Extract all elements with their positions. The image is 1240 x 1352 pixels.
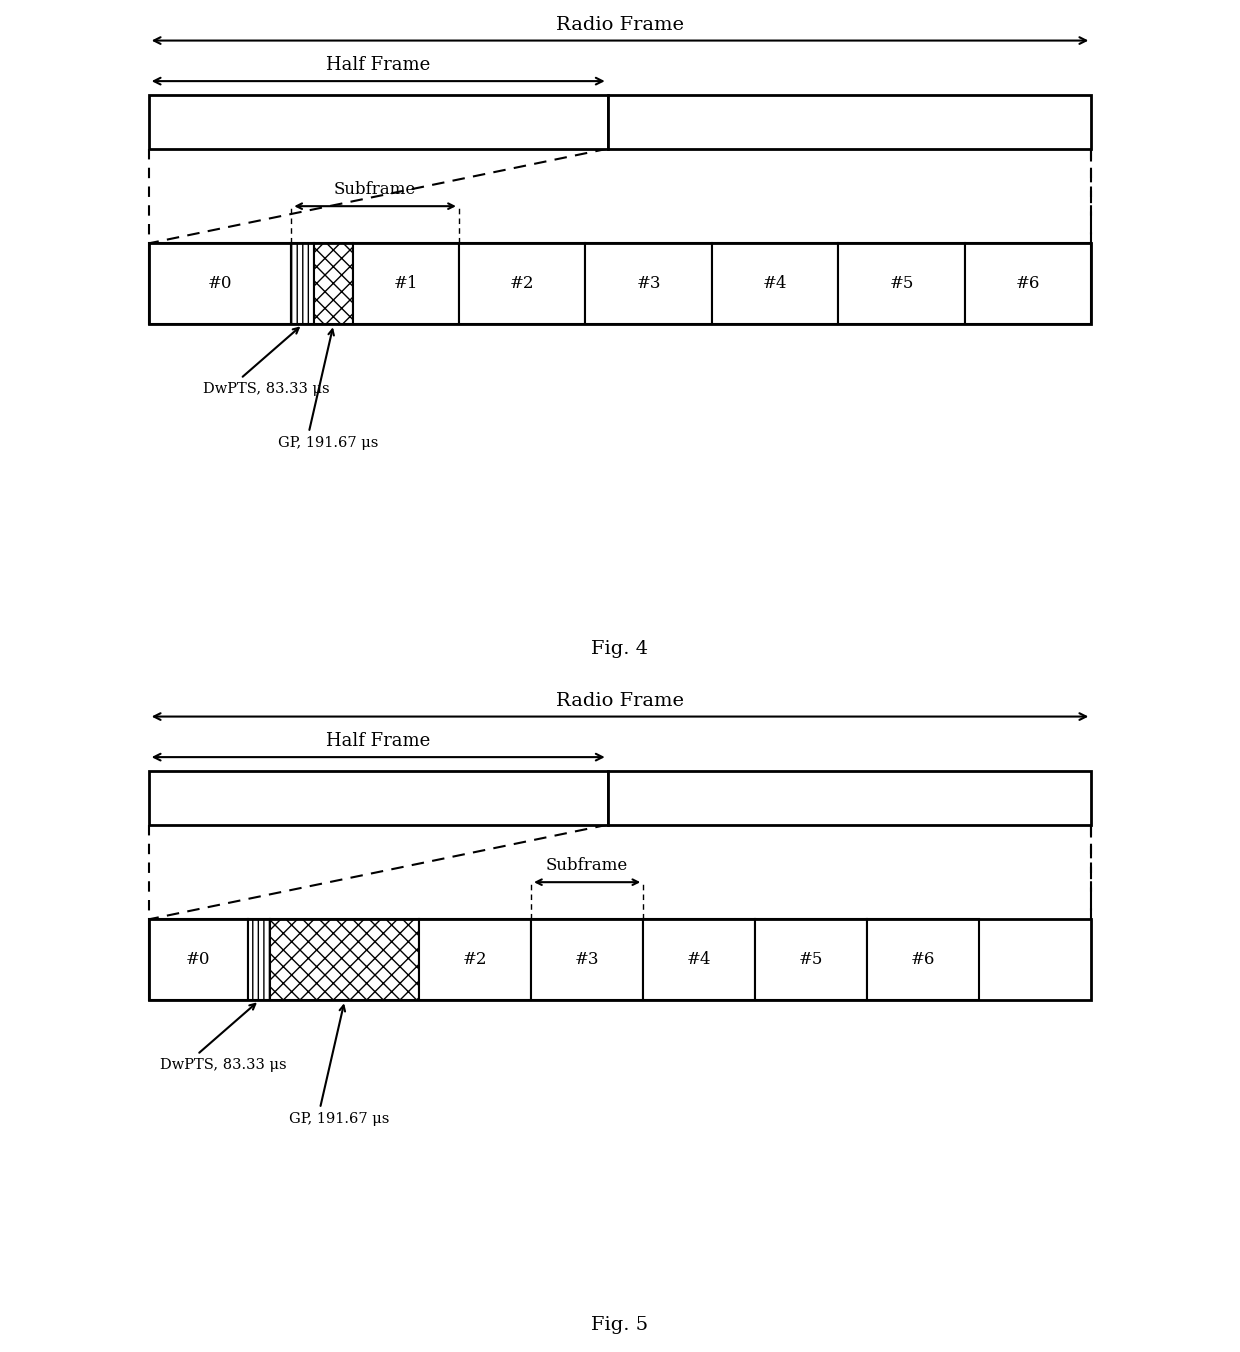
Bar bbox=[149, 919, 1091, 1000]
Text: Half Frame: Half Frame bbox=[326, 57, 430, 74]
Text: #6: #6 bbox=[1016, 276, 1040, 292]
Text: #0: #0 bbox=[208, 276, 232, 292]
Text: Fig. 5: Fig. 5 bbox=[591, 1315, 649, 1334]
Text: #4: #4 bbox=[763, 276, 787, 292]
Bar bbox=[644, 919, 755, 1000]
Text: GP, 191.67 μs: GP, 191.67 μs bbox=[278, 435, 378, 450]
Bar bbox=[838, 243, 965, 324]
Bar bbox=[608, 771, 1091, 825]
Text: #3: #3 bbox=[575, 952, 599, 968]
Text: DwPTS, 83.33 μs: DwPTS, 83.33 μs bbox=[160, 1057, 286, 1072]
Text: Radio Frame: Radio Frame bbox=[556, 692, 684, 710]
Text: #5: #5 bbox=[889, 276, 914, 292]
Bar bbox=[755, 919, 867, 1000]
Bar bbox=[270, 919, 419, 1000]
Text: GP, 191.67 μs: GP, 191.67 μs bbox=[289, 1111, 389, 1126]
Bar bbox=[149, 243, 291, 324]
Text: DwPTS, 83.33 μs: DwPTS, 83.33 μs bbox=[203, 383, 330, 396]
Text: Half Frame: Half Frame bbox=[326, 733, 430, 750]
Bar bbox=[149, 243, 1091, 324]
Text: #6: #6 bbox=[911, 952, 935, 968]
Text: Subframe: Subframe bbox=[334, 181, 417, 197]
Bar bbox=[149, 95, 608, 149]
Bar bbox=[353, 243, 459, 324]
Text: #3: #3 bbox=[636, 276, 661, 292]
Bar bbox=[608, 95, 1091, 149]
Bar bbox=[149, 771, 608, 825]
Bar bbox=[459, 243, 585, 324]
Bar bbox=[585, 243, 712, 324]
Text: Subframe: Subframe bbox=[546, 857, 629, 875]
Text: Fig. 4: Fig. 4 bbox=[591, 639, 649, 658]
Bar bbox=[248, 919, 270, 1000]
Bar bbox=[419, 919, 531, 1000]
Text: #2: #2 bbox=[463, 952, 487, 968]
Bar bbox=[291, 243, 314, 324]
Bar bbox=[867, 919, 980, 1000]
Text: #4: #4 bbox=[687, 952, 712, 968]
Text: Radio Frame: Radio Frame bbox=[556, 16, 684, 34]
Bar bbox=[149, 919, 248, 1000]
Text: #1: #1 bbox=[394, 276, 418, 292]
Text: #5: #5 bbox=[799, 952, 823, 968]
Text: #0: #0 bbox=[186, 952, 211, 968]
Bar bbox=[531, 919, 644, 1000]
Bar bbox=[712, 243, 838, 324]
Bar bbox=[314, 243, 353, 324]
Text: #2: #2 bbox=[510, 276, 534, 292]
Bar bbox=[965, 243, 1091, 324]
